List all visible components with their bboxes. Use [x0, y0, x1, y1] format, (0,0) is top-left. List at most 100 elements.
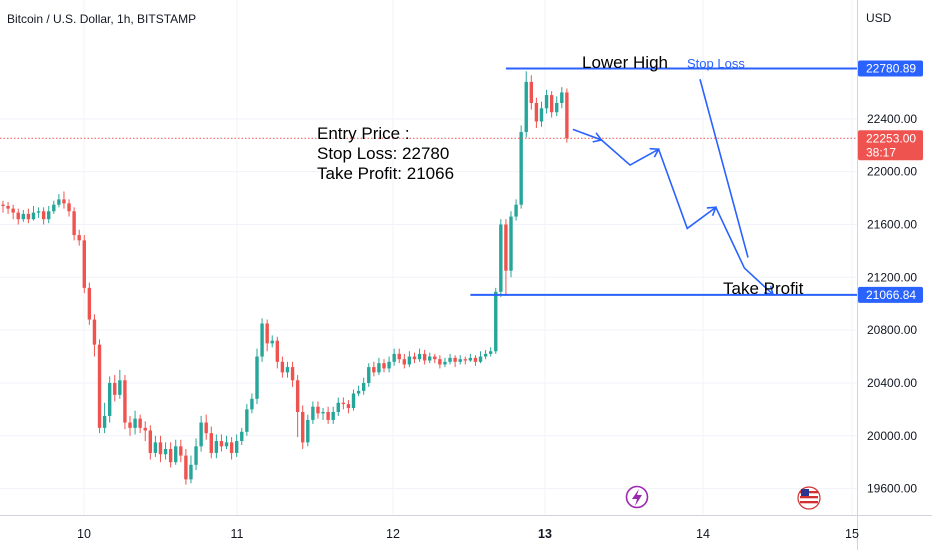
candle [255, 348, 259, 405]
candle-body [499, 224, 503, 292]
candle [72, 207, 76, 241]
candle-body [158, 442, 163, 455]
candle [367, 363, 371, 387]
candle [153, 435, 158, 457]
candle [438, 355, 442, 369]
level-lines [0, 67, 857, 296]
candle [260, 318, 264, 362]
price-tick-label: 19600.00 [867, 482, 917, 496]
candle [412, 352, 417, 364]
candle-body [565, 92, 569, 139]
candle [326, 406, 330, 424]
candle-body [524, 81, 528, 133]
candle [311, 401, 315, 424]
candle [443, 357, 447, 368]
candle-body [270, 340, 274, 344]
lightning-icon[interactable] [625, 485, 649, 509]
candle [158, 435, 163, 463]
candle [118, 369, 122, 399]
candle-body [433, 356, 437, 360]
candle-body [402, 359, 407, 365]
candle [407, 351, 412, 368]
candle-body [36, 211, 41, 213]
candle-body [555, 103, 559, 113]
time-tick-label: 15 [845, 527, 859, 541]
candle-body [123, 380, 127, 423]
candle [473, 355, 478, 366]
candle [128, 415, 132, 436]
candle [179, 439, 183, 463]
candle [377, 357, 381, 376]
candle [290, 361, 295, 387]
projection-long-arrow [699, 79, 749, 258]
candle-body [275, 340, 280, 362]
candle-body [397, 353, 401, 360]
candle-body [336, 402, 340, 412]
candle [534, 97, 539, 129]
candle-body [285, 367, 290, 373]
candle-body [21, 213, 26, 220]
candle [560, 87, 564, 109]
candle-body [549, 95, 554, 113]
candle [92, 314, 97, 357]
price-tick-label: 20800.00 [867, 323, 917, 337]
candle [346, 400, 351, 414]
candle-body [316, 406, 320, 414]
candle-body [519, 132, 523, 205]
candle [514, 199, 518, 221]
candle [21, 209, 26, 222]
price-axis[interactable]: 22400.00 22000.00 21600.00 21200.00 20800.00… [867, 112, 917, 496]
candle-body [311, 406, 315, 420]
candle [504, 219, 508, 296]
candle [36, 207, 41, 218]
candle-body [219, 441, 224, 447]
candle-body [143, 427, 147, 431]
candle [422, 349, 427, 365]
candle [280, 356, 285, 378]
time-axis[interactable]: 10 11 12 13 14 15 [77, 527, 859, 541]
candle-body [245, 409, 249, 432]
annotation-lower-high: Lower High [582, 53, 668, 72]
candle [138, 414, 142, 434]
candle [77, 229, 81, 246]
candle-body [47, 211, 51, 220]
candle-body [290, 367, 295, 381]
candle [52, 200, 56, 214]
candle-body [41, 211, 46, 220]
candle [417, 348, 422, 362]
candle [275, 336, 280, 369]
candle [499, 219, 503, 298]
candle-body [133, 418, 137, 428]
candle-body [458, 359, 462, 362]
candle-body [453, 357, 457, 362]
candle-body [407, 356, 412, 365]
candle [483, 349, 488, 360]
candle-body [6, 206, 10, 209]
projection-path [572, 128, 774, 296]
candle-body [57, 199, 61, 205]
candle-body [11, 208, 15, 213]
candle-body [539, 108, 544, 122]
candle [199, 415, 203, 452]
candle-body [367, 367, 371, 383]
candle-body [31, 212, 36, 220]
candle-series [1, 71, 569, 485]
candle [214, 434, 219, 459]
candle [184, 448, 188, 485]
candle [245, 404, 249, 436]
annotation-take-profit: Take Profit [723, 279, 804, 298]
time-tick-label: 13 [538, 527, 552, 541]
candle [62, 191, 66, 209]
price-tick-label: 20400.00 [867, 376, 917, 390]
us-flag-icon[interactable] [797, 486, 821, 510]
price-tick-label: 22000.00 [867, 165, 917, 179]
time-tick-label: 14 [696, 527, 710, 541]
take-profit-price-tag-text: 21066.84 [866, 288, 916, 302]
candle [361, 377, 366, 395]
candle-body [72, 211, 76, 236]
candle [219, 434, 224, 452]
candle-body [382, 363, 386, 369]
candle-body [295, 380, 300, 412]
